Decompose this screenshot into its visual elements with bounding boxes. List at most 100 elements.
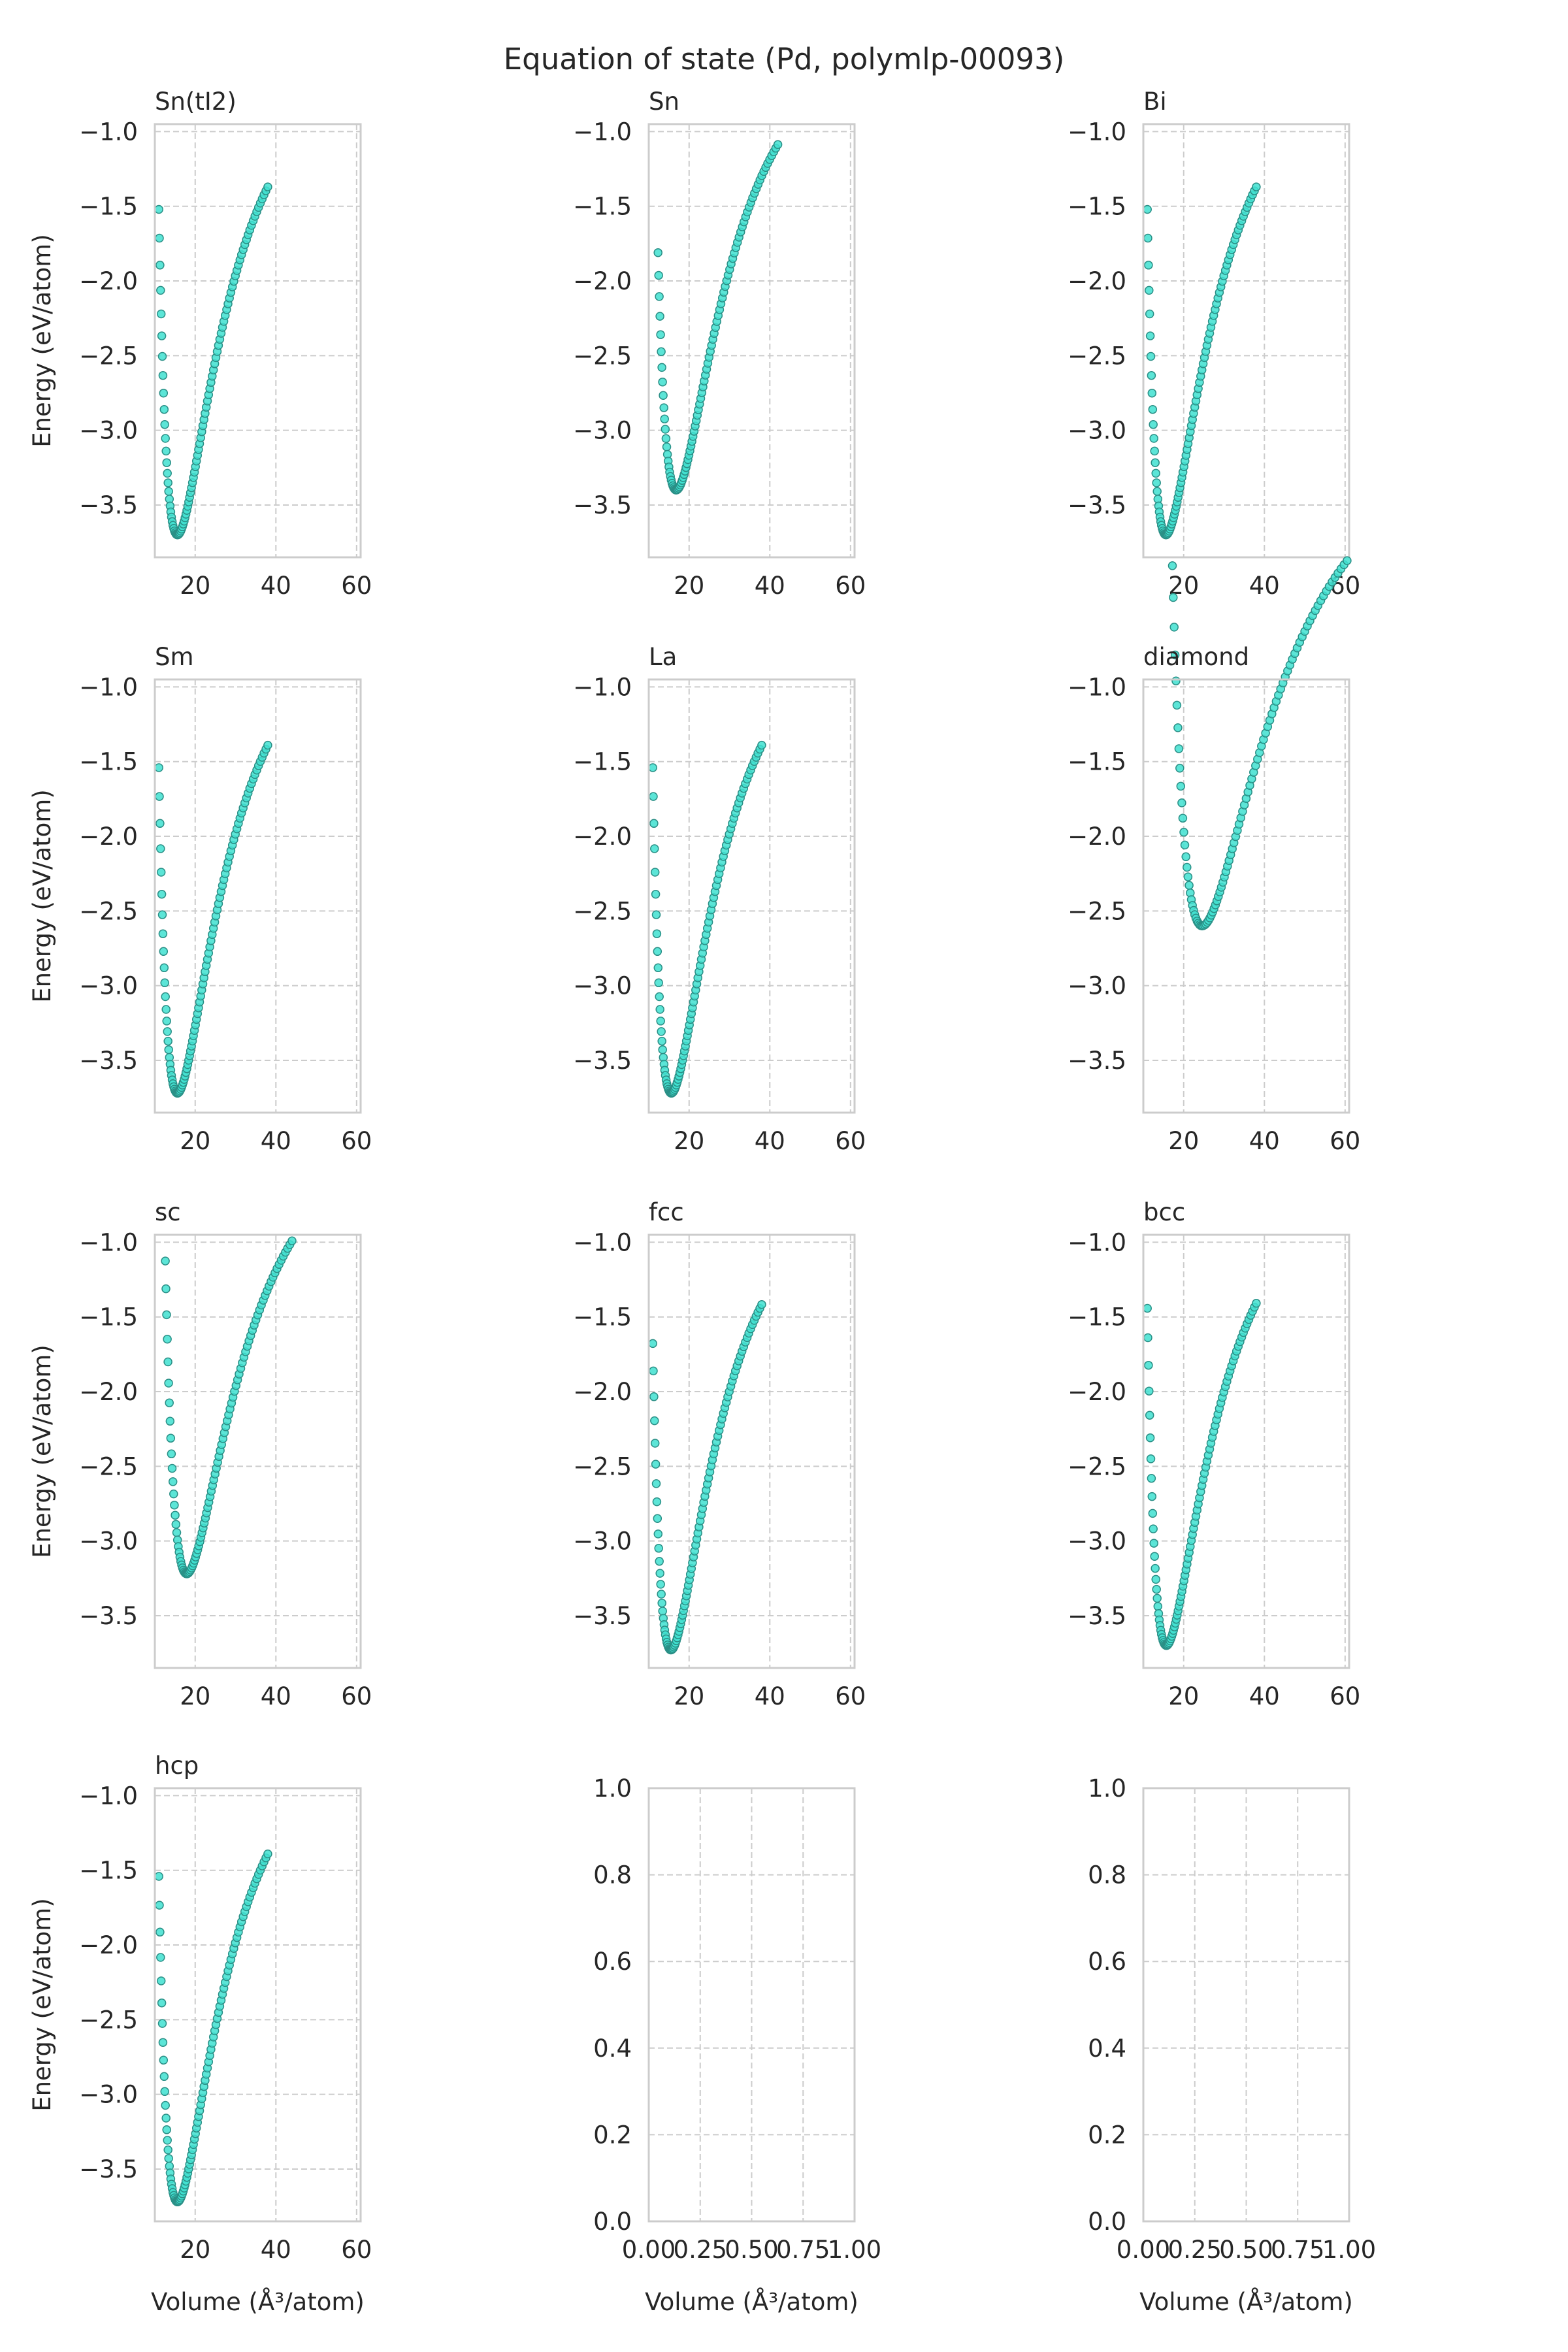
y-tick-label: −1.5: [79, 1857, 138, 1885]
data-point: [169, 1489, 178, 1499]
y-axis-label: Energy (eV/atom): [28, 789, 56, 1003]
data-point: [263, 740, 272, 750]
data-point: [1151, 458, 1160, 467]
y-tick-label: −2.0: [1068, 823, 1126, 851]
axes-frame: [154, 123, 362, 559]
data-point: [659, 403, 668, 412]
data-point: [157, 2019, 167, 2028]
y-tick-label: −3.5: [573, 1602, 632, 1630]
data-point: [1151, 468, 1160, 478]
y-tick-label: −2.0: [79, 1378, 138, 1406]
x-tick-label: 0.50: [725, 2236, 778, 2264]
data-point: [657, 1036, 666, 1046]
panel-title: hcp: [155, 1752, 199, 1780]
data-point: [1147, 1474, 1156, 1483]
x-tick-label: 40: [261, 1127, 291, 1155]
data-point: [159, 2072, 169, 2082]
data-point: [1143, 204, 1152, 214]
y-tick-label: −3.0: [573, 972, 632, 1000]
x-axis-label: Volume (Å³/atom): [645, 2287, 858, 2316]
data-point: [164, 2153, 173, 2163]
axes-frame: [1142, 678, 1350, 1114]
y-tick-label: −3.5: [79, 2155, 138, 2183]
x-tick-label: 20: [674, 1127, 704, 1155]
y-tick-label: −3.0: [573, 417, 632, 445]
x-tick-label: 20: [180, 1127, 210, 1155]
data-point: [655, 1557, 664, 1566]
x-tick-label: 60: [341, 2236, 372, 2264]
data-point: [1145, 1411, 1154, 1420]
x-tick-label: 1.00: [828, 2236, 881, 2264]
y-tick-label: −1.5: [79, 1303, 138, 1331]
data-point: [654, 978, 663, 988]
x-tick-label: 20: [1168, 1682, 1199, 1710]
data-point: [161, 1005, 171, 1014]
panel-title: fcc: [649, 1198, 684, 1226]
eos-panel: 20 40 60 −1.0 −1.5 −2.0 −2.5 −3.0 −3.5 diamond: [1068, 556, 1360, 1155]
data-point: [658, 377, 667, 387]
data-point: [1149, 434, 1158, 443]
y-tick-label: −2.5: [79, 2006, 138, 2034]
y-tick-label: −1.0: [1068, 673, 1126, 701]
data-point: [160, 2087, 169, 2097]
panel-title: Sm: [155, 643, 194, 671]
x-tick-label: 40: [261, 572, 291, 600]
data-point: [655, 292, 664, 301]
data-point: [162, 1310, 171, 1320]
y-tick-label: −3.0: [79, 972, 138, 1000]
data-point: [1174, 744, 1184, 753]
data-point: [1171, 676, 1181, 685]
data-point: [1149, 420, 1158, 429]
axes-frame: [647, 678, 856, 1114]
data-point: [1172, 700, 1182, 710]
x-tick-label: 40: [1249, 1127, 1280, 1155]
y-tick-label: −1.5: [1068, 748, 1126, 776]
panel-title: diamond: [1143, 643, 1249, 671]
data-point: [655, 1005, 664, 1014]
y-tick-label: −2.5: [79, 342, 138, 370]
data-point: [165, 1398, 174, 1407]
data-point: [263, 182, 272, 191]
data-point: [161, 1256, 170, 1266]
data-point: [654, 270, 663, 280]
data-point: [1178, 813, 1188, 823]
y-tick-label: −2.5: [1068, 897, 1126, 925]
data-point: [1152, 487, 1162, 496]
data-point: [164, 487, 173, 496]
data-point: [1252, 182, 1261, 191]
data-point: [1153, 1601, 1163, 1611]
data-point: [161, 446, 171, 456]
data-point: [158, 2038, 168, 2047]
y-tick-label: −3.5: [1068, 491, 1126, 519]
data-point: [653, 963, 663, 973]
eos-panel: 20 40 60 −1.0 −1.5 −2.0 −2.5 −3.0 −3.5 Sm Energy (…: [28, 643, 372, 1155]
data-point: [1145, 331, 1155, 340]
data-point: [653, 248, 662, 257]
figure-title: Equation of state (Pd, polymlp-00093): [504, 42, 1065, 76]
data-point: [1146, 1454, 1156, 1463]
y-tick-label: −2.5: [573, 897, 632, 925]
data-point: [1149, 1524, 1158, 1533]
data-point: [154, 763, 163, 772]
data-point: [773, 140, 783, 149]
eos-panel: 20 40 60 −1.0 −1.5 −2.0 −2.5 −3.0 −3.5 Sn(tI2) Ene…: [28, 88, 372, 600]
data-point: [1184, 881, 1194, 890]
data-point: [1145, 1433, 1155, 1443]
data-point: [168, 1477, 178, 1486]
y-tick-label: 0.8: [593, 1861, 632, 1889]
data-point: [757, 740, 766, 750]
data-point: [661, 434, 671, 443]
y-tick-label: −1.0: [573, 673, 632, 701]
data-point: [650, 868, 660, 877]
data-point: [1179, 828, 1188, 837]
data-point: [651, 910, 661, 919]
data-point: [1180, 840, 1190, 850]
x-axis-label: Volume (Å³/atom): [151, 2287, 365, 2316]
x-tick-label: 40: [261, 2236, 291, 2264]
y-tick-label: 0.2: [593, 2121, 632, 2149]
data-point: [660, 414, 669, 424]
axes-frame: [1142, 123, 1350, 559]
data-point: [154, 1872, 163, 1881]
y-tick-label: −3.5: [79, 1602, 138, 1630]
